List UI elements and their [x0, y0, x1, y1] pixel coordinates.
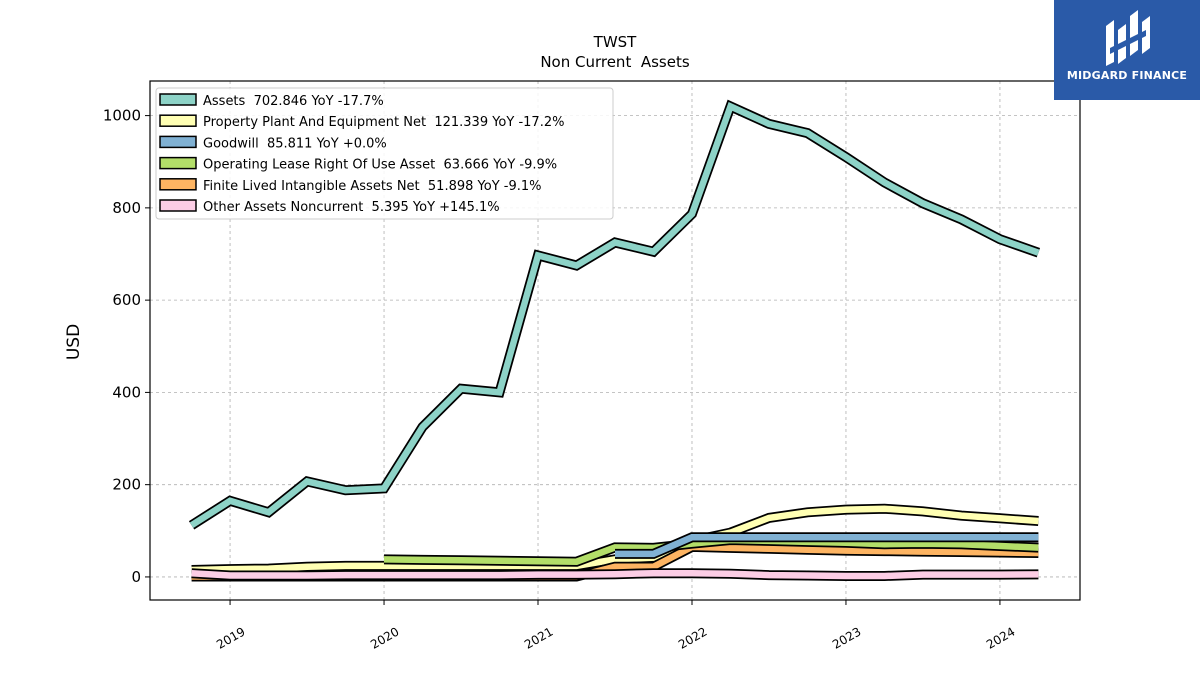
legend-swatch: [159, 135, 197, 149]
series-goodwill: [615, 532, 1039, 559]
legend-label: Goodwill 85.811 YoY +0.0%: [203, 136, 387, 151]
legend-swatch: [159, 178, 197, 191]
plot-frame: [149, 80, 1081, 601]
y-tick-label: 400: [112, 383, 141, 401]
plot-area: [188, 99, 1041, 582]
legend-label: Operating Lease Right Of Use Asset 63.66…: [203, 158, 557, 173]
legend-label: Assets 702.846 YoY -17.7%: [203, 94, 384, 109]
legend-swatch: [159, 156, 197, 170]
brand-logo: MIDGARD FINANCE: [1054, 0, 1200, 100]
x-tick-label: 2022: [676, 624, 709, 651]
y-tick-label: 200: [112, 476, 141, 494]
chart-title: TWST: [593, 33, 638, 51]
legend-swatch: [159, 199, 197, 212]
brand-name: MIDGARD FINANCE: [1066, 69, 1188, 82]
x-tick-label: 2021: [522, 624, 555, 651]
y-tick-label: 0: [131, 568, 141, 586]
legend-swatch: [159, 93, 197, 106]
series-line: [615, 534, 1039, 558]
series-assets: [188, 99, 1041, 530]
series-ppe: [191, 503, 1039, 575]
series-line: [191, 505, 1039, 574]
y-axis-label: USD: [64, 324, 84, 360]
series-other: [191, 568, 1039, 581]
legend: Assets 702.846 YoY -17.7% Property Plant …: [155, 87, 614, 220]
x-tick-label: 2023: [830, 624, 863, 651]
legend-swatch: [159, 114, 197, 127]
x-tick-label: 2024: [984, 624, 1017, 651]
y-tick-label: 1000: [103, 107, 141, 125]
chart-subtitle: Non Current Assets: [540, 53, 690, 71]
legend-label: Other Assets Noncurrent 5.395 YoY +145.1…: [203, 200, 500, 215]
legend-box: [155, 87, 614, 220]
x-tick-label: 2019: [214, 624, 247, 651]
series-line: [189, 101, 1040, 529]
legend-label: Finite Lived Intangible Assets Net 51.89…: [203, 179, 542, 194]
y-tick-label: 600: [112, 291, 141, 309]
x-tick-label: 2020: [368, 624, 401, 651]
legend-label: Property Plant And Equipment Net 121.339…: [203, 115, 564, 130]
y-tick-label: 800: [112, 199, 141, 217]
series-line: [191, 569, 1039, 580]
midgard-logo-icon: [1106, 10, 1150, 66]
